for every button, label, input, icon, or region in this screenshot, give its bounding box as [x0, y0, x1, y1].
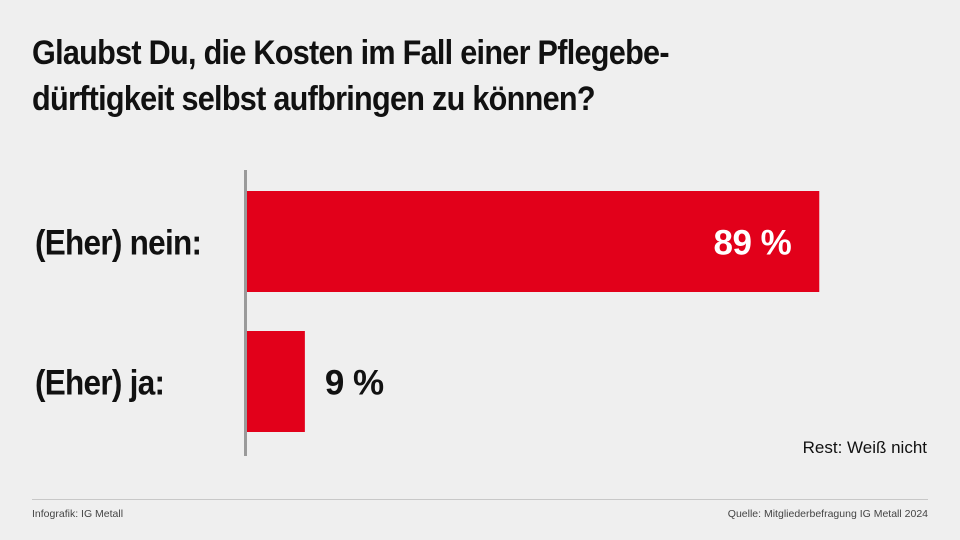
chart-title-line-2: dürftigkeit selbst aufbringen zu können? — [32, 80, 596, 118]
bar-eher-nein — [247, 191, 820, 292]
chart-title: Glaubst Du, die Kosten im Fall einer Pfl… — [32, 30, 824, 122]
footer-source: Quelle: Mitgliederbefragung IG Metall 20… — [727, 508, 928, 520]
footer-divider — [32, 499, 928, 500]
category-label-eher-ja: (Eher) ja: — [35, 364, 164, 403]
chart-note: Rest: Weiß nicht — [803, 438, 928, 457]
footer-credit: Infografik: IG Metall — [32, 508, 124, 520]
value-label-eher-ja: 9 % — [325, 364, 384, 403]
value-label-eher-nein: 89 % — [713, 224, 791, 263]
category-label-eher-nein: (Eher) nein: — [35, 224, 201, 263]
bars-layer: (Eher) nein: 89 % (Eher) ja: 9 % — [35, 191, 820, 432]
chart-title-line-1: Glaubst Du, die Kosten im Fall einer Pfl… — [32, 34, 670, 72]
bar-eher-ja — [247, 331, 305, 432]
